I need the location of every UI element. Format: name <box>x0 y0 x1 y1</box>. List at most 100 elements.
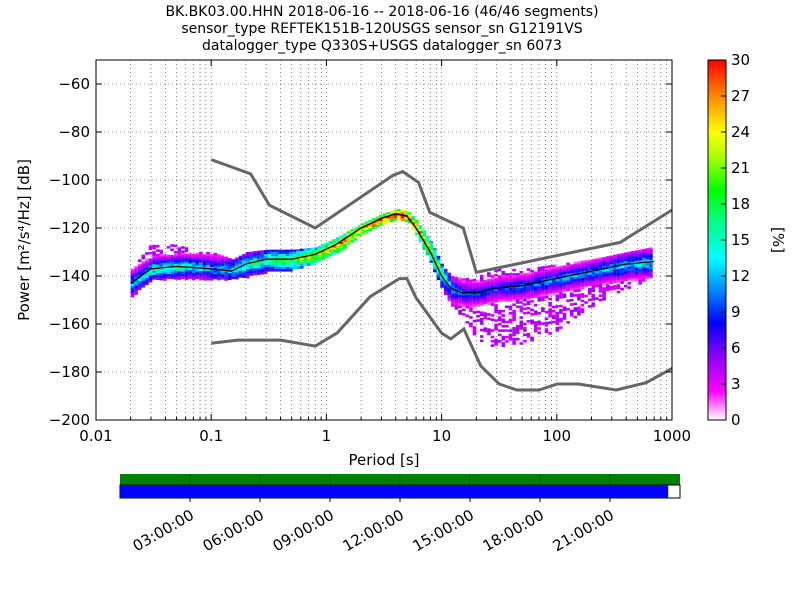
psd-cell <box>501 294 506 298</box>
psd-cell <box>537 322 542 326</box>
psd-cell <box>209 271 214 274</box>
psd-cell <box>515 305 520 309</box>
psd-cell <box>361 229 365 233</box>
time-bar-data <box>120 485 669 498</box>
psd-cell <box>249 258 254 261</box>
psd-cell <box>569 314 574 317</box>
psd-cell <box>134 268 138 271</box>
psd-cell <box>443 286 448 289</box>
psd-cell <box>602 289 606 292</box>
psd-cell <box>577 274 581 277</box>
psd-cell <box>227 257 232 261</box>
psd-cell <box>555 311 560 315</box>
psd-cell <box>328 251 333 255</box>
psd-cell <box>220 272 225 276</box>
psd-cell <box>145 278 149 281</box>
psd-cell <box>577 293 581 297</box>
psd-cell <box>271 266 275 270</box>
psd-cell <box>602 263 606 266</box>
psd-cell <box>598 257 603 261</box>
psd-cell <box>519 325 524 328</box>
psd-cell <box>173 255 178 258</box>
psd-cell <box>137 272 142 275</box>
psd-cell <box>145 260 149 264</box>
psd-cell <box>555 275 560 278</box>
psd-cell <box>487 283 491 286</box>
psd-cell <box>350 237 354 241</box>
psd-cell <box>188 276 192 280</box>
chart-title: BK.BK03.00.HHN 2018-06-16 -- 2018-06-16 … <box>165 4 598 54</box>
psd-cell <box>512 342 516 345</box>
psd-cell <box>595 280 599 283</box>
psd-cell <box>166 256 171 260</box>
psd-cell <box>199 251 203 255</box>
psd-cell <box>220 261 225 265</box>
psd-cell <box>343 233 347 236</box>
psd-cell <box>609 281 614 284</box>
psd-cell <box>346 237 351 241</box>
psd-cell <box>461 287 466 290</box>
psd-cell <box>281 253 286 257</box>
psd-cell <box>483 279 488 283</box>
psd-cell <box>620 268 624 271</box>
psd-cell <box>141 265 146 269</box>
psd-cell <box>598 266 603 269</box>
psd-cell <box>292 253 297 257</box>
psd-cell <box>479 317 484 321</box>
psd-cell <box>274 256 279 259</box>
psd-cell <box>634 263 639 266</box>
psd-cell <box>523 327 527 330</box>
psd-cell <box>537 299 542 302</box>
psd-cell <box>429 245 434 248</box>
psd-cell <box>591 261 596 264</box>
psd-cell <box>289 251 293 255</box>
psd-cell <box>537 279 542 283</box>
psd-cell <box>371 226 376 230</box>
psd-cell <box>335 243 340 247</box>
psd-cell <box>649 247 653 251</box>
psd-cell <box>573 302 578 306</box>
psd-cell <box>490 335 495 339</box>
psd-cell <box>580 295 585 298</box>
psd-cell <box>206 254 210 257</box>
psd-cell <box>130 288 135 291</box>
psd-cell <box>397 209 401 212</box>
psd-cell <box>523 277 527 280</box>
psd-cell <box>641 253 646 256</box>
psd-cell <box>231 259 236 262</box>
psd-cell <box>346 240 351 243</box>
psd-cell <box>141 267 146 271</box>
psd-cell <box>551 292 556 296</box>
psd-cell <box>404 219 408 222</box>
psd-cell <box>155 249 160 252</box>
psd-cell <box>188 267 192 271</box>
psd-cell <box>155 245 160 248</box>
psd-cell <box>386 212 390 215</box>
psd-cell <box>559 270 563 273</box>
psd-cell <box>202 277 207 281</box>
psd-cell <box>598 294 603 297</box>
psd-cell <box>627 271 632 274</box>
psd-cell <box>573 307 578 310</box>
psd-cell <box>227 270 232 274</box>
psd-cell <box>634 276 639 279</box>
psd-cell <box>613 269 617 273</box>
psd-cell <box>591 285 596 288</box>
psd-cell <box>523 339 527 343</box>
psd-cell <box>526 291 531 295</box>
psd-cell <box>490 275 495 278</box>
psd-cell <box>263 265 268 268</box>
psd-cell <box>508 320 513 324</box>
psd-cell <box>541 287 545 291</box>
psd-cell <box>454 281 459 284</box>
colorbar-tick-label: 30 <box>731 51 750 69</box>
psd-cell <box>472 300 477 303</box>
psd-cell <box>148 275 153 279</box>
psd-cell <box>505 275 509 278</box>
psd-cell <box>195 274 200 277</box>
psd-cell <box>591 293 596 297</box>
psd-cell <box>454 300 459 304</box>
psd-cell <box>184 258 189 261</box>
psd-cell <box>148 264 153 268</box>
psd-cell <box>490 303 495 306</box>
